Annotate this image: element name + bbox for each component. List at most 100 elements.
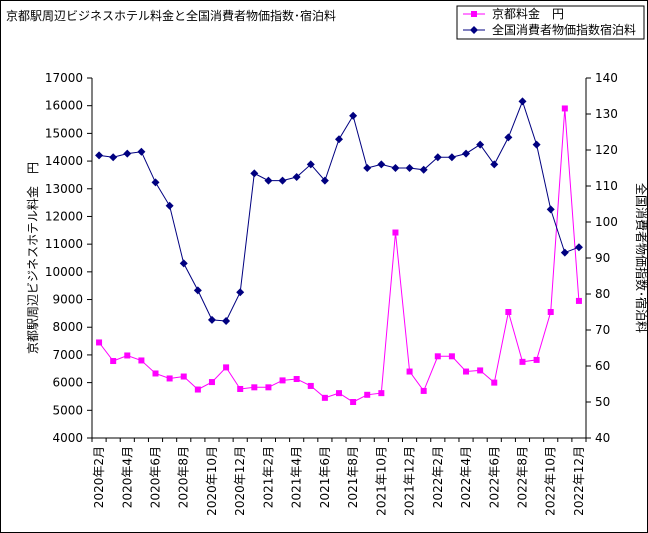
data-point-price (505, 309, 512, 315)
data-point-price (251, 384, 258, 391)
left-tick-label: 5000 (52, 403, 83, 417)
left-tick-label: 15000 (45, 126, 83, 140)
data-point-cpi (179, 259, 188, 268)
x-tick-label: 2020年10月 (205, 446, 219, 516)
data-point-price (180, 373, 187, 380)
x-tick-label: 2022年4月 (459, 446, 473, 508)
data-point-price (307, 382, 314, 389)
x-tick-label: 2020年2月 (92, 446, 106, 508)
data-point-cpi (278, 176, 287, 185)
data-point-cpi (391, 164, 400, 172)
right-tick-label: 80 (595, 287, 610, 301)
data-point-cpi (405, 164, 414, 172)
data-point-cpi (377, 160, 386, 169)
data-point-cpi (306, 160, 315, 169)
data-point-cpi (320, 176, 329, 185)
x-tick-label: 2020年6月 (149, 446, 163, 508)
x-tick-label: 2021年12月 (403, 446, 417, 516)
data-point-price (364, 391, 371, 398)
data-point-price (279, 377, 286, 384)
data-point-price (420, 387, 427, 394)
x-tick-label: 2020年8月 (177, 446, 191, 508)
data-point-price (519, 358, 526, 365)
data-point-cpi (165, 201, 174, 210)
data-point-price (378, 390, 385, 397)
data-point-price (265, 384, 272, 391)
x-tick-label: 2021年10月 (374, 446, 388, 516)
data-point-price (237, 385, 244, 392)
data-point-price (434, 353, 441, 360)
right-tick-label: 50 (595, 395, 610, 409)
data-point-cpi (433, 153, 442, 162)
x-tick-label: 2022年8月 (515, 446, 529, 508)
right-tick-label: 120 (595, 143, 618, 157)
left-tick-label: 8000 (52, 320, 83, 334)
legend-label-price: 京都料金 円 (492, 6, 564, 21)
x-tick-label: 2022年6月 (487, 446, 501, 508)
x-tick-label: 2021年6月 (318, 446, 332, 508)
data-point-price (194, 386, 201, 393)
data-point-cpi (207, 315, 216, 324)
data-point-price (138, 357, 145, 364)
right-tick-label: 90 (595, 251, 610, 265)
left-tick-label: 16000 (45, 99, 83, 113)
data-point-cpi (518, 97, 527, 106)
data-point-cpi (349, 111, 358, 120)
data-point-cpi (222, 317, 231, 325)
x-tick-label: 2021年4月 (290, 446, 304, 508)
data-point-price (124, 352, 131, 359)
legend-marker-square (471, 11, 477, 17)
data-point-price (208, 379, 215, 386)
data-point-cpi (95, 151, 104, 160)
data-point-cpi (292, 173, 301, 181)
data-point-cpi (490, 160, 499, 169)
data-point-price (547, 309, 554, 315)
legend-label-cpi: 全国消費者物価指数宿泊料 (492, 22, 636, 37)
left-tick-label: 10000 (45, 265, 83, 279)
data-point-cpi (419, 165, 428, 174)
x-tick-label: 2022年12月 (572, 446, 586, 516)
data-point-price (152, 370, 159, 377)
right-tick-label: 130 (595, 107, 618, 121)
left-tick-label: 6000 (52, 376, 83, 390)
data-point-price (293, 376, 300, 383)
chart-title: 京都駅周辺ビジネスホテル料金と全国消費者物価指数･宿泊料 (6, 8, 336, 23)
data-point-price (96, 339, 103, 346)
data-point-cpi (476, 140, 485, 149)
data-point-cpi (560, 248, 569, 257)
x-tick-label: 2021年8月 (346, 446, 360, 508)
data-point-cpi (109, 153, 118, 162)
data-point-price (223, 364, 230, 371)
left-tick-label: 7000 (52, 348, 83, 362)
data-point-price (448, 353, 455, 360)
data-point-price (533, 356, 540, 363)
x-tick-label: 2022年2月 (431, 446, 445, 508)
x-tick-label: 2022年10月 (544, 446, 558, 516)
data-point-cpi (363, 164, 372, 172)
data-point-cpi (335, 135, 343, 144)
data-point-cpi (574, 243, 583, 252)
right-tick-label: 140 (595, 71, 618, 85)
legend-marker-diamond (470, 26, 478, 34)
right-axis-label: 全国消費者物価指数･宿泊料 (634, 183, 648, 333)
data-point-cpi (250, 169, 259, 178)
data-point-cpi (264, 176, 273, 185)
left-tick-label: 9000 (52, 293, 83, 307)
data-point-cpi (193, 286, 202, 295)
left-tick-label: 13000 (45, 182, 83, 196)
right-tick-label: 40 (595, 431, 610, 445)
data-point-cpi (462, 149, 471, 158)
right-tick-label: 60 (595, 359, 610, 373)
data-point-price (166, 375, 173, 382)
x-tick-label: 2020年4月 (120, 446, 134, 508)
data-point-price (477, 367, 484, 374)
series-line-price (98, 108, 580, 403)
left-tick-label: 11000 (45, 237, 83, 251)
left-tick-label: 14000 (45, 154, 83, 168)
data-point-cpi (546, 205, 555, 214)
data-point-cpi (151, 178, 160, 187)
left-tick-label: 12000 (45, 209, 83, 223)
data-point-price (321, 394, 328, 401)
data-point-price (110, 358, 117, 365)
